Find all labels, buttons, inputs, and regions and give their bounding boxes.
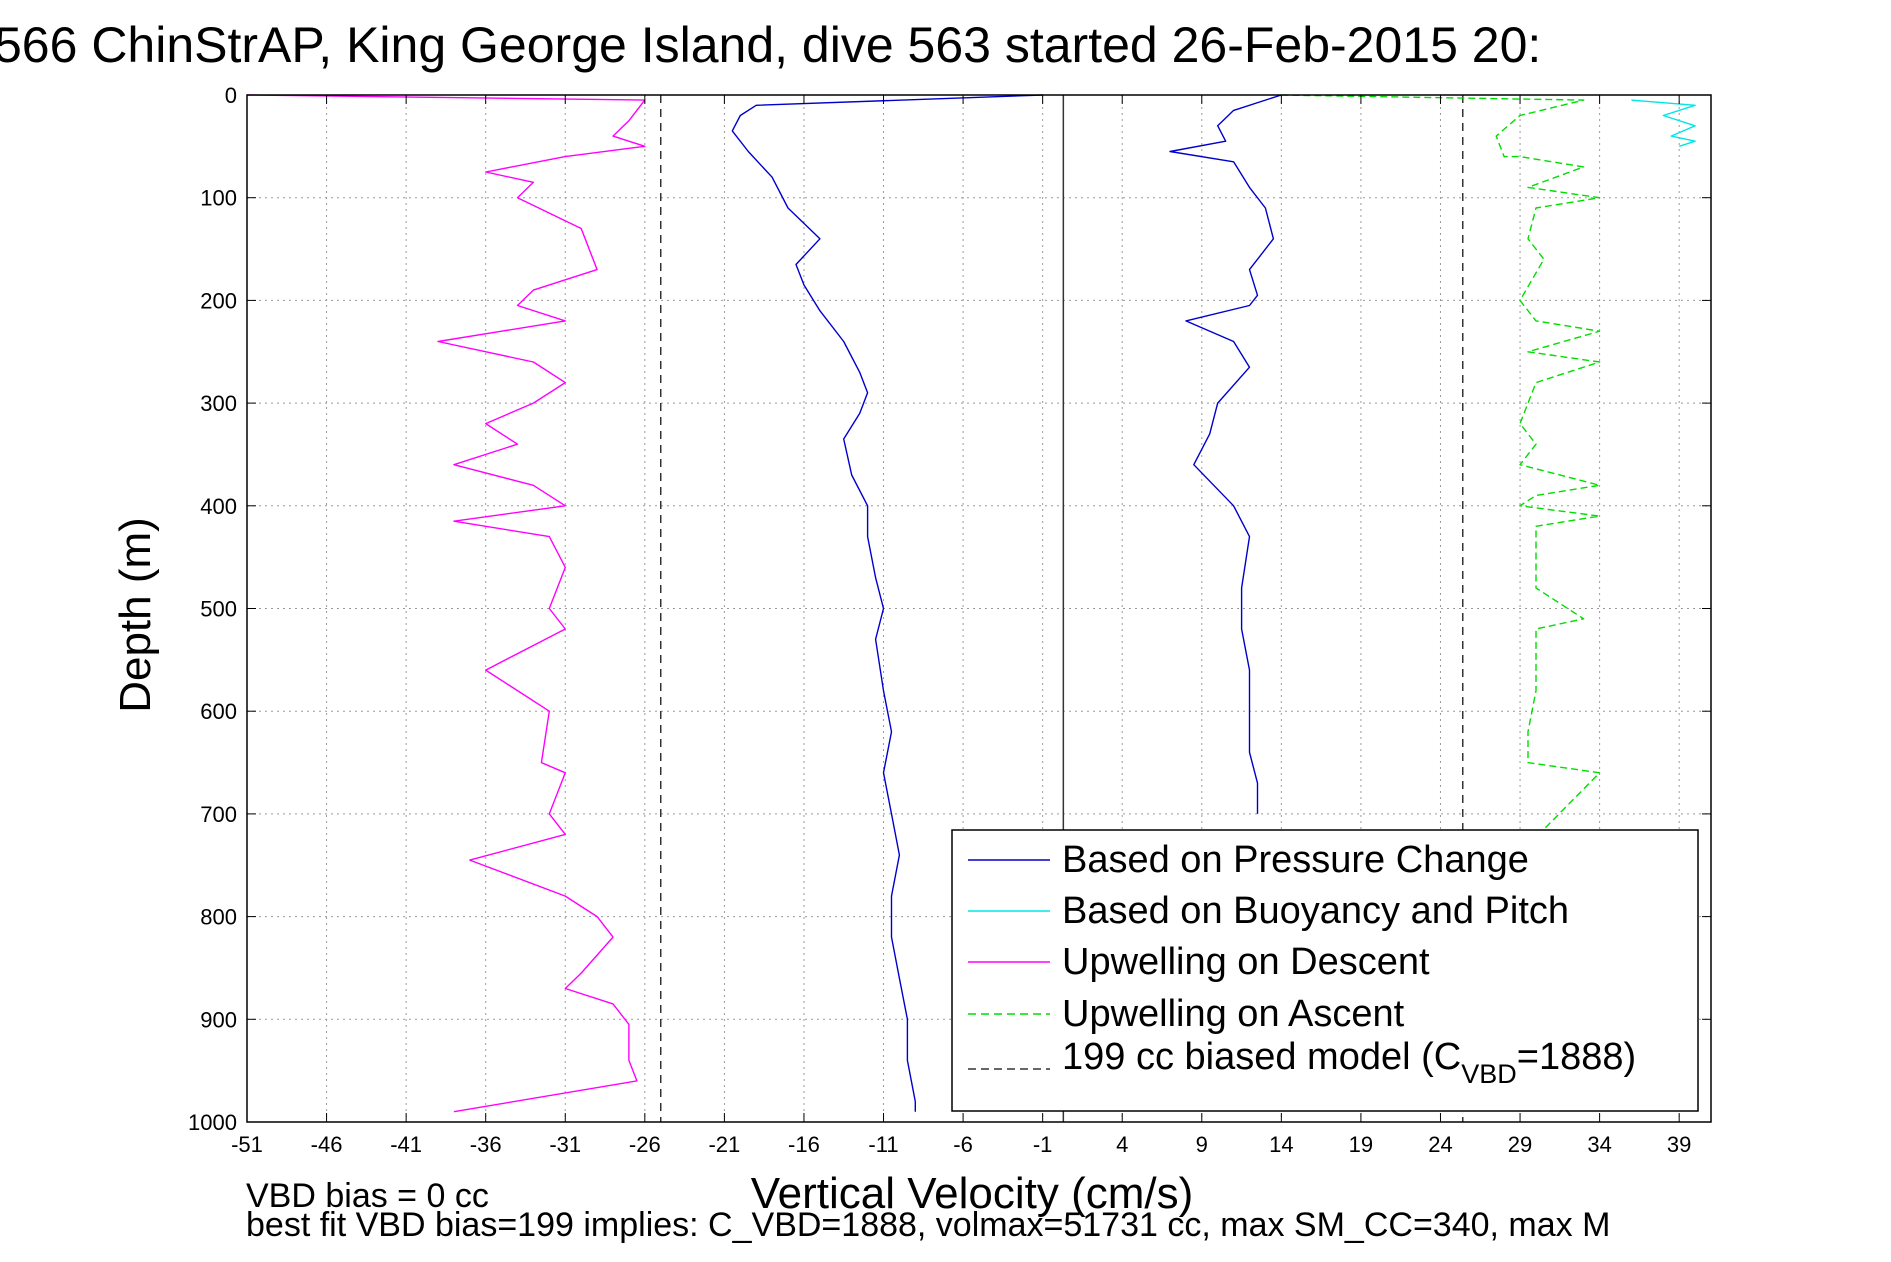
x-tick-label: -11 [868,1132,898,1157]
legend: Based on Pressure Change Based on Buoyanc… [951,829,1699,1112]
y-tick-label: 800 [200,905,237,930]
y-axis-label: Depth (m) [111,517,160,713]
x-tick-label: 19 [1349,1132,1373,1157]
x-axis-ticks: -51 -46 -41 -36 -31 -26 -21 -16 -11 -6 -1 4 9 14 19 24 2… [231,95,1691,1157]
x-tick-label: 9 [1196,1132,1208,1157]
x-tick-label: 14 [1269,1132,1293,1157]
x-tick-label: -16 [788,1132,820,1157]
series-line-upwelling-on-descent [246,94,646,1113]
series-line-upwelling-on-ascent [1281,94,1601,830]
legend-label: Upwelling on Descent [1062,941,1430,983]
y-tick-label: 0 [225,83,237,108]
x-tick-label: -21 [708,1132,740,1157]
x-tick-label: -1 [1033,1132,1053,1157]
x-tick-label: -51 [231,1132,263,1157]
x-tick-label: -31 [549,1132,581,1157]
y-tick-label: 500 [200,597,237,622]
y-tick-label: 600 [200,699,237,724]
y-tick-label: 100 [200,186,237,211]
y-tick-label: 1000 [188,1110,237,1135]
series-line-based-on-buoyancy-and-pitch [1631,99,1696,147]
series-line-based-on-pressure-change [731,94,1043,1112]
series-line-based-on-pressure-change [1169,94,1282,814]
vbd-bias-note: VBD bias = 0 cc [246,1177,489,1215]
y-tick-label: 200 [200,288,237,313]
x-tick-label: 29 [1508,1132,1532,1157]
best-fit-note: best fit VBD bias=199 implies: C_VBD=188… [246,1206,1610,1244]
x-tick-label: 39 [1667,1132,1691,1157]
x-tick-label: -41 [390,1132,422,1157]
x-tick-label: 34 [1587,1132,1611,1157]
legend-label: Upwelling on Ascent [1062,993,1405,1035]
legend-label: 199 cc biased model (CVBD=1888) [1062,1036,1636,1089]
legend-label: Based on Buoyancy and Pitch [1062,890,1569,932]
x-tick-label: -36 [470,1132,502,1157]
x-tick-label: -26 [629,1132,661,1157]
x-tick-label: -6 [953,1132,973,1157]
chart-title: 566 ChinStrAP, King George Island, dive … [0,17,1541,73]
y-tick-label: 900 [200,1007,237,1032]
x-tick-label: 24 [1428,1132,1452,1157]
y-tick-label: 400 [200,494,237,519]
y-tick-label: 300 [200,391,237,416]
x-axis-label: Vertical Velocity (cm/s) [751,1169,1194,1218]
x-tick-label: -46 [311,1132,343,1157]
x-tick-label: 4 [1116,1132,1128,1157]
legend-label: Based on Pressure Change [1062,839,1529,881]
y-tick-label: 700 [200,802,237,827]
legend-box [951,829,1699,1112]
y-axis-ticks: 0 100 200 300 400 500 600 700 800 900 1000 [188,83,1711,1135]
